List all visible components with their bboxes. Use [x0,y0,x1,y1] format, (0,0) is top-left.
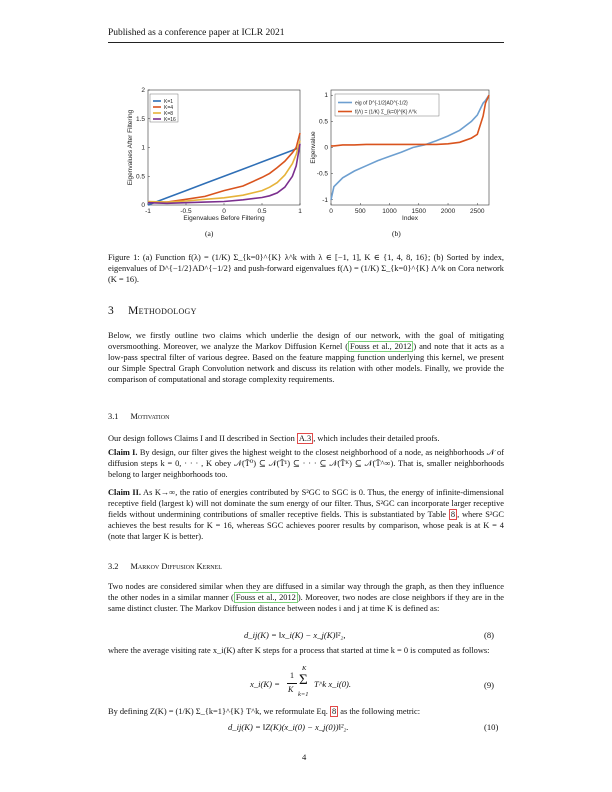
motivation-para: Our design follows Claims I and II descr… [108,433,504,444]
claim-2-text-a: As K→∞, the ratio of energies contribute… [108,488,505,519]
legend: eig of D^{-1/2}AD^{-1/2} f(Λ) = (1/K) Σ_{… [334,93,440,117]
claim-1-label: Claim I. [108,448,138,457]
subsection-title: Motivation [130,412,170,421]
section-3-heading: 3 Methodology [108,305,197,317]
equation-9: x_i(K) = 1 K K Σ k=1 T^k x_i(0). [250,665,390,701]
panel-a-label: (a) [205,229,214,238]
intro-text-a: Below, we firstly outline two claims whi… [108,331,504,351]
mdk-para-3: By defining Z(K) = (1/K) Σ_{k=1}^{K} T^k… [108,706,504,717]
equation-8: d_ij(K) = ‖x_i(K) − x_j(K)‖²₂, [244,630,346,640]
y-tick-label: 0 [324,145,328,152]
legend-entry: eig of D^{-1/2}AD^{-1/2} [355,101,408,107]
mdk-text-b: ). Moreover, two nodes are close neighbo… [108,593,505,613]
table-ref-link[interactable]: 8 [448,509,458,520]
x-tick-label: 2500 [470,208,485,215]
panel-b-label: (b) [392,229,401,238]
intro-text-b: ) and note that it acts as a low-pass sp… [108,342,504,384]
claim-2-text-b: , where S²GC achieves the best results f… [108,510,504,541]
x-tick-label: 1 [298,208,302,215]
figure-caption: Figure 1: (a) Function f(λ) = (1/K) Σ_{k… [108,253,504,284]
series-line [147,146,301,206]
x-axis-label: Eigenvalues Before Filtering [183,215,265,222]
subsection-title: Markov Diffusion Kernel [130,562,222,571]
y-tick-label: 0 [141,202,145,209]
equation-9-number: (9) [484,680,495,690]
legend-entry: K=1 [164,99,173,105]
series-line [331,94,490,147]
claim-1-text: By design, our filter gives the highest … [108,448,505,479]
y-tick-label: 0.5 [319,118,328,125]
legend-box [334,93,440,117]
y-tick-label: 1 [324,92,328,99]
header-rule [108,42,504,43]
mdk-text-a: Two nodes are considered similar when th… [108,582,504,602]
citation-link[interactable]: Fouss et al., 2012 [348,341,414,352]
equation-10: d_ij(K) = ‖Z(K)(x_i(0) − x_j(0))‖²₂. [228,722,349,732]
x-tick-label: 0 [329,208,333,215]
subsection-3-1-heading: 3.1 Motivation [108,412,169,421]
x-tick-label: 2000 [441,208,456,215]
section-title: Methodology [128,305,197,317]
mdk-para-2: where the average visiting rate x_i(K) a… [108,646,490,655]
section-number: 3 [108,305,115,317]
section-ref-link[interactable]: A.3 [296,433,314,444]
mdk-p3-text-b: as the following metric: [338,707,421,716]
legend-entry: K=8 [164,111,173,117]
y-tick-label: 2 [141,87,145,94]
equation-ref-link[interactable]: 8 [330,706,339,717]
eq9-frac-num: 1 [290,671,294,680]
x-tick-label: -0.5 [180,208,192,215]
x-tick-label: 0 [222,208,226,215]
series-line [148,132,301,203]
y-tick-label: 1.5 [136,116,145,123]
legend: K=1K=4K=8K=16 [149,93,179,123]
mdk-para-1: Two nodes are considered similar when th… [108,581,504,614]
section-3-intro: Below, we firstly outline two claims whi… [108,330,504,385]
figure-panel-a: -1 -0.5 0 0.5 1 0 0.5 1 1.5 2 Eigenvalues Before F… [127,87,302,222]
x-tick-label: 1500 [412,208,427,215]
page-number: 4 [302,752,307,762]
y-tick-label: -0.5 [317,171,329,178]
y-tick-label: 0.5 [136,173,145,180]
y-axis-label: Eigenvalues After Filtering [127,109,134,185]
motivation-text-a: Our design follows Claims I and II descr… [108,434,297,443]
legend-entry: K=16 [164,117,176,123]
eq9-rhs: T^k x_i(0). [314,679,352,689]
running-header: Published as a conference paper at ICLR … [108,28,285,38]
mdk-p3-text-a: By defining Z(K) = (1/K) Σ_{k=1}^{K} T^k… [108,707,330,716]
x-axis-label: Index [402,215,419,222]
subsection-number: 3.2 [108,562,119,571]
series-line [330,94,490,200]
legend-entry: f(Λ) = (1/K) Σ_{k=0}^{K} Λ^k [355,110,417,116]
x-tick-label: -1 [145,208,151,215]
subsection-3-2-heading: 3.2 Markov Diffusion Kernel [108,562,222,571]
y-tick-label: 1 [141,145,145,152]
subsection-number: 3.1 [108,412,119,421]
y-tick-label: -1 [322,197,328,204]
equation-8-number: (8) [484,630,495,640]
legend-box [149,93,179,123]
citation-link[interactable]: Fouss et al., 2012 [233,592,298,603]
claim-2: Claim II. As K→∞, the ratio of energies … [108,487,504,542]
series-line [147,143,301,205]
x-tick-label: 500 [355,208,366,215]
series-line [147,140,301,203]
claim-1: Claim I. By design, our filter gives the… [108,447,504,480]
y-axis-label: Eigenvalue [310,131,317,164]
eq9-sum-lower: k=1 [298,691,309,698]
eq9-lhs: x_i(K) = [250,679,280,689]
figure-panel-b: 0 500 1000 1500 2000 2500 -1 -0.5 0 0.5 1 Index Eige… [310,89,490,222]
legend-entry: K=4 [164,105,173,111]
motivation-text-b: , which includes their detailed proofs. [313,434,440,443]
summation-symbol: Σ [299,672,308,688]
eq9-sum-upper: K [302,665,307,672]
eq9-frac-bar [287,683,297,684]
x-tick-label: 1000 [382,208,397,215]
equation-10-number: (10) [484,722,499,732]
x-tick-label: 0.5 [257,208,266,215]
claim-2-label: Claim II. [108,488,141,497]
eq9-frac-den: K [288,685,294,694]
